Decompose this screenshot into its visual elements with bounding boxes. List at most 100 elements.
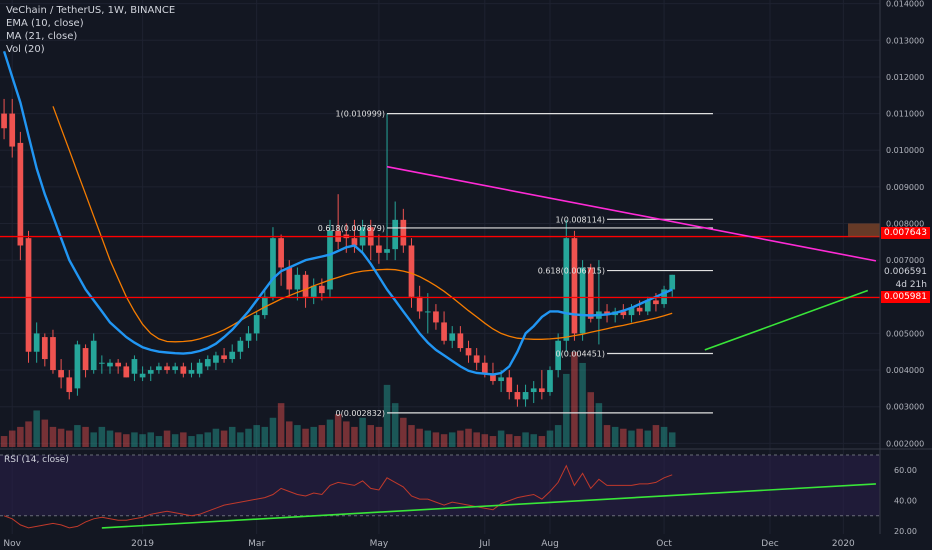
volume-bar	[261, 426, 269, 447]
candle-body	[147, 370, 154, 374]
volume-bar	[546, 430, 554, 447]
volume-bar	[326, 419, 334, 447]
volume-bar	[497, 430, 505, 447]
candle-body	[416, 296, 423, 312]
volume-bar	[432, 432, 440, 447]
candle-body	[196, 362, 203, 374]
volume-bar	[489, 436, 497, 447]
volume-bar	[180, 432, 187, 447]
y-tick-label: 0.010000	[886, 146, 924, 155]
volume-bar	[481, 434, 489, 447]
uptrend-line	[704, 289, 869, 351]
ema-legend[interactable]: EMA (10, close)	[6, 18, 84, 29]
candle-body	[82, 348, 89, 371]
candle-body	[50, 337, 56, 371]
volume-bar	[253, 425, 260, 447]
candle-body	[384, 249, 390, 253]
volume-bar	[33, 410, 40, 447]
volume-bar	[17, 426, 24, 447]
indicator-lines	[2, 50, 673, 376]
candle-body	[1, 113, 7, 129]
candle-body	[400, 219, 407, 246]
volume-bar	[155, 436, 163, 447]
rsi-trend-line	[101, 483, 876, 529]
candle-body	[58, 370, 64, 378]
candle-body	[115, 362, 121, 367]
candle-body	[636, 307, 643, 312]
candle-body	[490, 373, 496, 382]
candle-body	[41, 337, 48, 360]
candle-body	[481, 362, 488, 374]
x-tick-label: Oct	[656, 539, 672, 549]
volume-bar	[587, 392, 594, 447]
volume-bar	[0, 436, 8, 447]
volume-bar	[538, 436, 546, 447]
ma-legend[interactable]: MA (21, close)	[6, 31, 78, 42]
candle-body	[74, 344, 81, 389]
candle-body	[547, 370, 553, 393]
support-price-tag: 0.005981	[881, 291, 930, 303]
candle-body	[9, 113, 16, 147]
volume-bar	[595, 403, 603, 447]
candle-body	[278, 238, 284, 268]
candle-body	[433, 311, 439, 323]
candle-body	[457, 333, 464, 349]
fib1-label: 0(0.002832)	[336, 409, 386, 418]
volume-bar	[106, 430, 114, 447]
rsi-tick-label: 40.00	[894, 497, 917, 506]
y-tick-label: 0.011000	[886, 110, 924, 119]
volume-bar	[49, 426, 57, 447]
volume-bar	[82, 426, 89, 447]
candle-body	[327, 230, 333, 290]
volume-bar	[668, 432, 676, 447]
volume-bar	[25, 421, 32, 447]
rsi-pane	[0, 448, 932, 529]
rsi-legend[interactable]: RSI (14, close)	[4, 455, 69, 465]
candle-body	[229, 351, 236, 360]
volume-bar	[98, 426, 106, 447]
resistance-price-tag: 0.007643	[881, 227, 930, 239]
candle-body	[449, 333, 456, 341]
volume-bar	[620, 428, 627, 447]
volume-bar	[375, 426, 383, 447]
volume-bar	[90, 432, 97, 447]
symbol-title[interactable]: VeChain / TetherUS, 1W, BINANCE	[6, 5, 176, 16]
candle-body	[123, 366, 130, 378]
candle-body	[319, 285, 325, 294]
candle-body	[286, 267, 293, 290]
volume-bar	[163, 430, 171, 447]
candle-body	[213, 355, 219, 363]
volume-bar	[302, 428, 309, 447]
volume-bar	[473, 432, 480, 447]
candle-body	[555, 340, 561, 371]
candle-body	[188, 370, 195, 374]
candle-body	[261, 296, 268, 316]
rsi-line	[3, 464, 673, 529]
x-tick-label: Dec	[761, 539, 778, 549]
volume-bar	[343, 421, 350, 447]
volume-bar	[277, 403, 285, 447]
candle-body	[131, 359, 138, 374]
candle-body	[661, 289, 667, 305]
candle-body	[33, 333, 40, 352]
volume-bar	[351, 426, 358, 447]
volume-bar	[448, 432, 456, 447]
volume-bar	[41, 419, 49, 447]
volume-bar	[139, 434, 146, 447]
candle-body	[669, 274, 676, 290]
volume-bar	[391, 403, 399, 447]
candle-body	[172, 366, 179, 371]
vol-legend[interactable]: Vol (20)	[6, 44, 45, 55]
volume-bar	[57, 428, 65, 447]
candle-body	[579, 267, 586, 334]
volume-bar	[237, 432, 244, 447]
current-price-tag: 0.006591	[881, 266, 930, 278]
y-tick-label: 0.008000	[886, 220, 924, 229]
candle-body	[139, 373, 146, 378]
volume-bar	[579, 362, 586, 447]
candle-body	[506, 377, 513, 393]
y-tick-label: 0.014000	[886, 0, 924, 9]
volume-bar	[8, 430, 16, 447]
x-tick-label: Nov	[3, 539, 21, 549]
